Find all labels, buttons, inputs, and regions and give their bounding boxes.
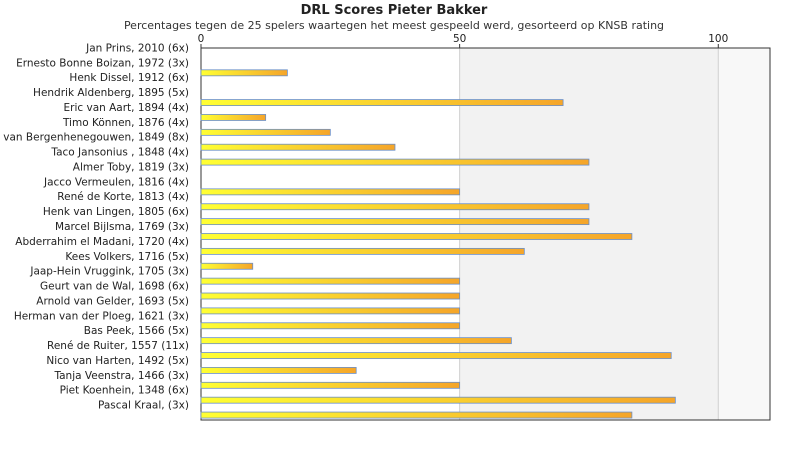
category-label: Kees Volkers, 1716 (5x) (65, 251, 189, 263)
category-label: René de Korte, 1813 (4x) (57, 191, 189, 203)
category-label: Henk Dissel, 1912 (6x) (69, 72, 189, 84)
category-label: Taco Jansonius , 1848 (4x) (50, 147, 189, 159)
bar (200, 158, 590, 166)
bar (200, 233, 633, 240)
x-axis: 0 50 100 (198, 33, 728, 48)
category-label: Geurt van de Wal, 1698 (6x) (40, 281, 189, 293)
category-label: Ronald van Bergenhenegouwen, 1849 (8x) (0, 132, 189, 144)
category-label: Bas Peek, 1566 (5x) (84, 325, 189, 337)
category-label: Pascal Kraal, (3x) (98, 400, 189, 412)
category-label: Abderrahim el Madani, 1720 (4x) (15, 236, 189, 248)
category-label: Jaap-Hein Vruggink, 1705 (3x) (29, 266, 189, 278)
x-tick-label: 50 (453, 33, 466, 45)
bar (200, 114, 267, 121)
bar (200, 352, 672, 359)
category-label: René de Ruiter, 1557 (11x) (47, 340, 189, 352)
category-label: Herman van der Ploeg, 1621 (3x) (14, 310, 189, 322)
bar (200, 396, 676, 404)
bar (200, 218, 590, 226)
category-label: Eric van Aart, 1894 (4x) (64, 102, 190, 114)
category-label: Almer Toby, 1819 (3x) (73, 161, 189, 173)
bar (200, 188, 461, 196)
bar (200, 247, 525, 255)
category-label: Henk van Lingen, 1805 (6x) (43, 206, 189, 218)
category-label: Hendrik Aldenberg, 1895 (5x) (33, 87, 189, 99)
y-axis: Jan Prins, 2010 (6x) Ernesto Bonne Boizan… (0, 42, 189, 411)
x-tick-label: 100 (708, 33, 728, 45)
shade-band (718, 48, 770, 420)
category-label: Arnold van Gelder, 1693 (5x) (36, 295, 189, 307)
bar (200, 322, 461, 330)
bar (200, 307, 461, 315)
category-label: Jan Prins, 2010 (6x) (85, 42, 189, 54)
bar (200, 143, 396, 151)
chart-subtitle: Percentages tegen de 25 spelers waartege… (124, 19, 664, 32)
bar (200, 128, 331, 136)
bar (200, 69, 288, 77)
category-label: Timo Können, 1876 (4x) (62, 117, 189, 129)
bar (200, 262, 254, 270)
category-label: Ernesto Bonne Boizan, 1972 (3x) (16, 57, 189, 69)
bar (200, 381, 461, 389)
category-label: Piet Koenhein, 1348 (6x) (60, 385, 189, 397)
bar (200, 99, 564, 106)
bar-series (200, 69, 676, 419)
bar (200, 277, 461, 285)
bar (200, 292, 461, 300)
category-label: Jacco Vermeulen, 1816 (4x) (43, 176, 189, 188)
x-tick-label: 0 (198, 33, 205, 45)
category-label: Nico van Harten, 1492 (5x) (46, 355, 189, 367)
bar (200, 411, 633, 419)
chart-title: DRL Scores Pieter Bakker (301, 3, 488, 18)
bar (200, 337, 512, 345)
category-label: Marcel Bijlsma, 1769 (3x) (55, 221, 189, 233)
bar (200, 203, 590, 211)
bar (200, 367, 357, 374)
category-label: Tanja Veenstra, 1466 (3x) (53, 370, 189, 382)
